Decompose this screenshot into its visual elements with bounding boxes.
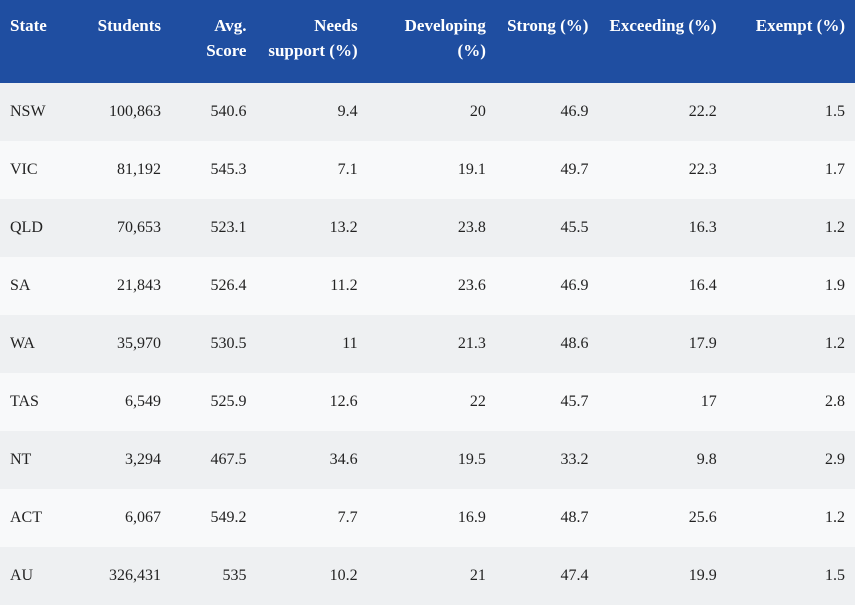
cell-avg_score: 523.1 [171, 199, 257, 257]
cell-state: SA [0, 257, 68, 315]
cell-exempt: 1.2 [727, 489, 855, 547]
cell-students: 100,863 [68, 83, 171, 141]
cell-avg_score: 549.2 [171, 489, 257, 547]
table-body: NSW100,863540.69.42046.922.21.5VIC81,192… [0, 83, 855, 605]
cell-exempt: 1.5 [727, 547, 855, 605]
cell-students: 326,431 [68, 547, 171, 605]
cell-exc: 16.3 [598, 199, 726, 257]
cell-strong: 48.6 [496, 315, 599, 373]
cell-dev: 22 [368, 373, 496, 431]
cell-strong: 33.2 [496, 431, 599, 489]
cell-state: AU [0, 547, 68, 605]
col-header-strong: Strong (%) [496, 0, 599, 83]
cell-exc: 9.8 [598, 431, 726, 489]
cell-students: 81,192 [68, 141, 171, 199]
cell-strong: 46.9 [496, 83, 599, 141]
cell-avg_score: 540.6 [171, 83, 257, 141]
cell-exempt: 1.9 [727, 257, 855, 315]
cell-strong: 46.9 [496, 257, 599, 315]
cell-needs: 7.1 [256, 141, 367, 199]
cell-exc: 22.3 [598, 141, 726, 199]
table-row: AU326,43153510.22147.419.91.5 [0, 547, 855, 605]
cell-state: NT [0, 431, 68, 489]
cell-exempt: 1.2 [727, 315, 855, 373]
cell-dev: 23.8 [368, 199, 496, 257]
table-header-row: State Students Avg. Score Needs support … [0, 0, 855, 83]
cell-needs: 11.2 [256, 257, 367, 315]
cell-strong: 45.7 [496, 373, 599, 431]
cell-avg_score: 545.3 [171, 141, 257, 199]
cell-exc: 16.4 [598, 257, 726, 315]
cell-strong: 45.5 [496, 199, 599, 257]
cell-strong: 47.4 [496, 547, 599, 605]
results-table-container: State Students Avg. Score Needs support … [0, 0, 855, 605]
cell-students: 6,549 [68, 373, 171, 431]
cell-needs: 7.7 [256, 489, 367, 547]
col-header-state: State [0, 0, 68, 83]
cell-needs: 34.6 [256, 431, 367, 489]
cell-dev: 23.6 [368, 257, 496, 315]
cell-exempt: 2.9 [727, 431, 855, 489]
col-header-students: Students [68, 0, 171, 83]
cell-state: TAS [0, 373, 68, 431]
table-row: ACT6,067549.27.716.948.725.61.2 [0, 489, 855, 547]
cell-avg_score: 526.4 [171, 257, 257, 315]
cell-avg_score: 530.5 [171, 315, 257, 373]
col-header-dev: Developing (%) [368, 0, 496, 83]
table-row: VIC81,192545.37.119.149.722.31.7 [0, 141, 855, 199]
table-row: QLD70,653523.113.223.845.516.31.2 [0, 199, 855, 257]
cell-dev: 19.1 [368, 141, 496, 199]
cell-exempt: 1.5 [727, 83, 855, 141]
cell-exc: 17.9 [598, 315, 726, 373]
table-row: WA35,970530.51121.348.617.91.2 [0, 315, 855, 373]
col-header-needs: Needs support (%) [256, 0, 367, 83]
cell-needs: 12.6 [256, 373, 367, 431]
cell-avg_score: 525.9 [171, 373, 257, 431]
cell-state: ACT [0, 489, 68, 547]
cell-dev: 19.5 [368, 431, 496, 489]
table-row: SA21,843526.411.223.646.916.41.9 [0, 257, 855, 315]
results-table: State Students Avg. Score Needs support … [0, 0, 855, 605]
cell-strong: 48.7 [496, 489, 599, 547]
cell-avg_score: 467.5 [171, 431, 257, 489]
cell-dev: 16.9 [368, 489, 496, 547]
table-row: NT3,294467.534.619.533.29.82.9 [0, 431, 855, 489]
col-header-exempt: Exempt (%) [727, 0, 855, 83]
cell-dev: 21 [368, 547, 496, 605]
cell-state: VIC [0, 141, 68, 199]
cell-exempt: 1.7 [727, 141, 855, 199]
cell-needs: 9.4 [256, 83, 367, 141]
cell-needs: 10.2 [256, 547, 367, 605]
cell-students: 21,843 [68, 257, 171, 315]
table-row: TAS6,549525.912.62245.7172.8 [0, 373, 855, 431]
col-header-avg-score: Avg. Score [171, 0, 257, 83]
cell-students: 70,653 [68, 199, 171, 257]
cell-exc: 25.6 [598, 489, 726, 547]
cell-needs: 13.2 [256, 199, 367, 257]
cell-exempt: 1.2 [727, 199, 855, 257]
col-header-exc: Exceeding (%) [598, 0, 726, 83]
table-row: NSW100,863540.69.42046.922.21.5 [0, 83, 855, 141]
cell-strong: 49.7 [496, 141, 599, 199]
cell-exempt: 2.8 [727, 373, 855, 431]
cell-exc: 22.2 [598, 83, 726, 141]
cell-students: 6,067 [68, 489, 171, 547]
cell-exc: 17 [598, 373, 726, 431]
cell-dev: 21.3 [368, 315, 496, 373]
cell-exc: 19.9 [598, 547, 726, 605]
cell-students: 3,294 [68, 431, 171, 489]
cell-dev: 20 [368, 83, 496, 141]
table-header: State Students Avg. Score Needs support … [0, 0, 855, 83]
cell-state: WA [0, 315, 68, 373]
cell-students: 35,970 [68, 315, 171, 373]
cell-needs: 11 [256, 315, 367, 373]
cell-state: NSW [0, 83, 68, 141]
cell-avg_score: 535 [171, 547, 257, 605]
cell-state: QLD [0, 199, 68, 257]
